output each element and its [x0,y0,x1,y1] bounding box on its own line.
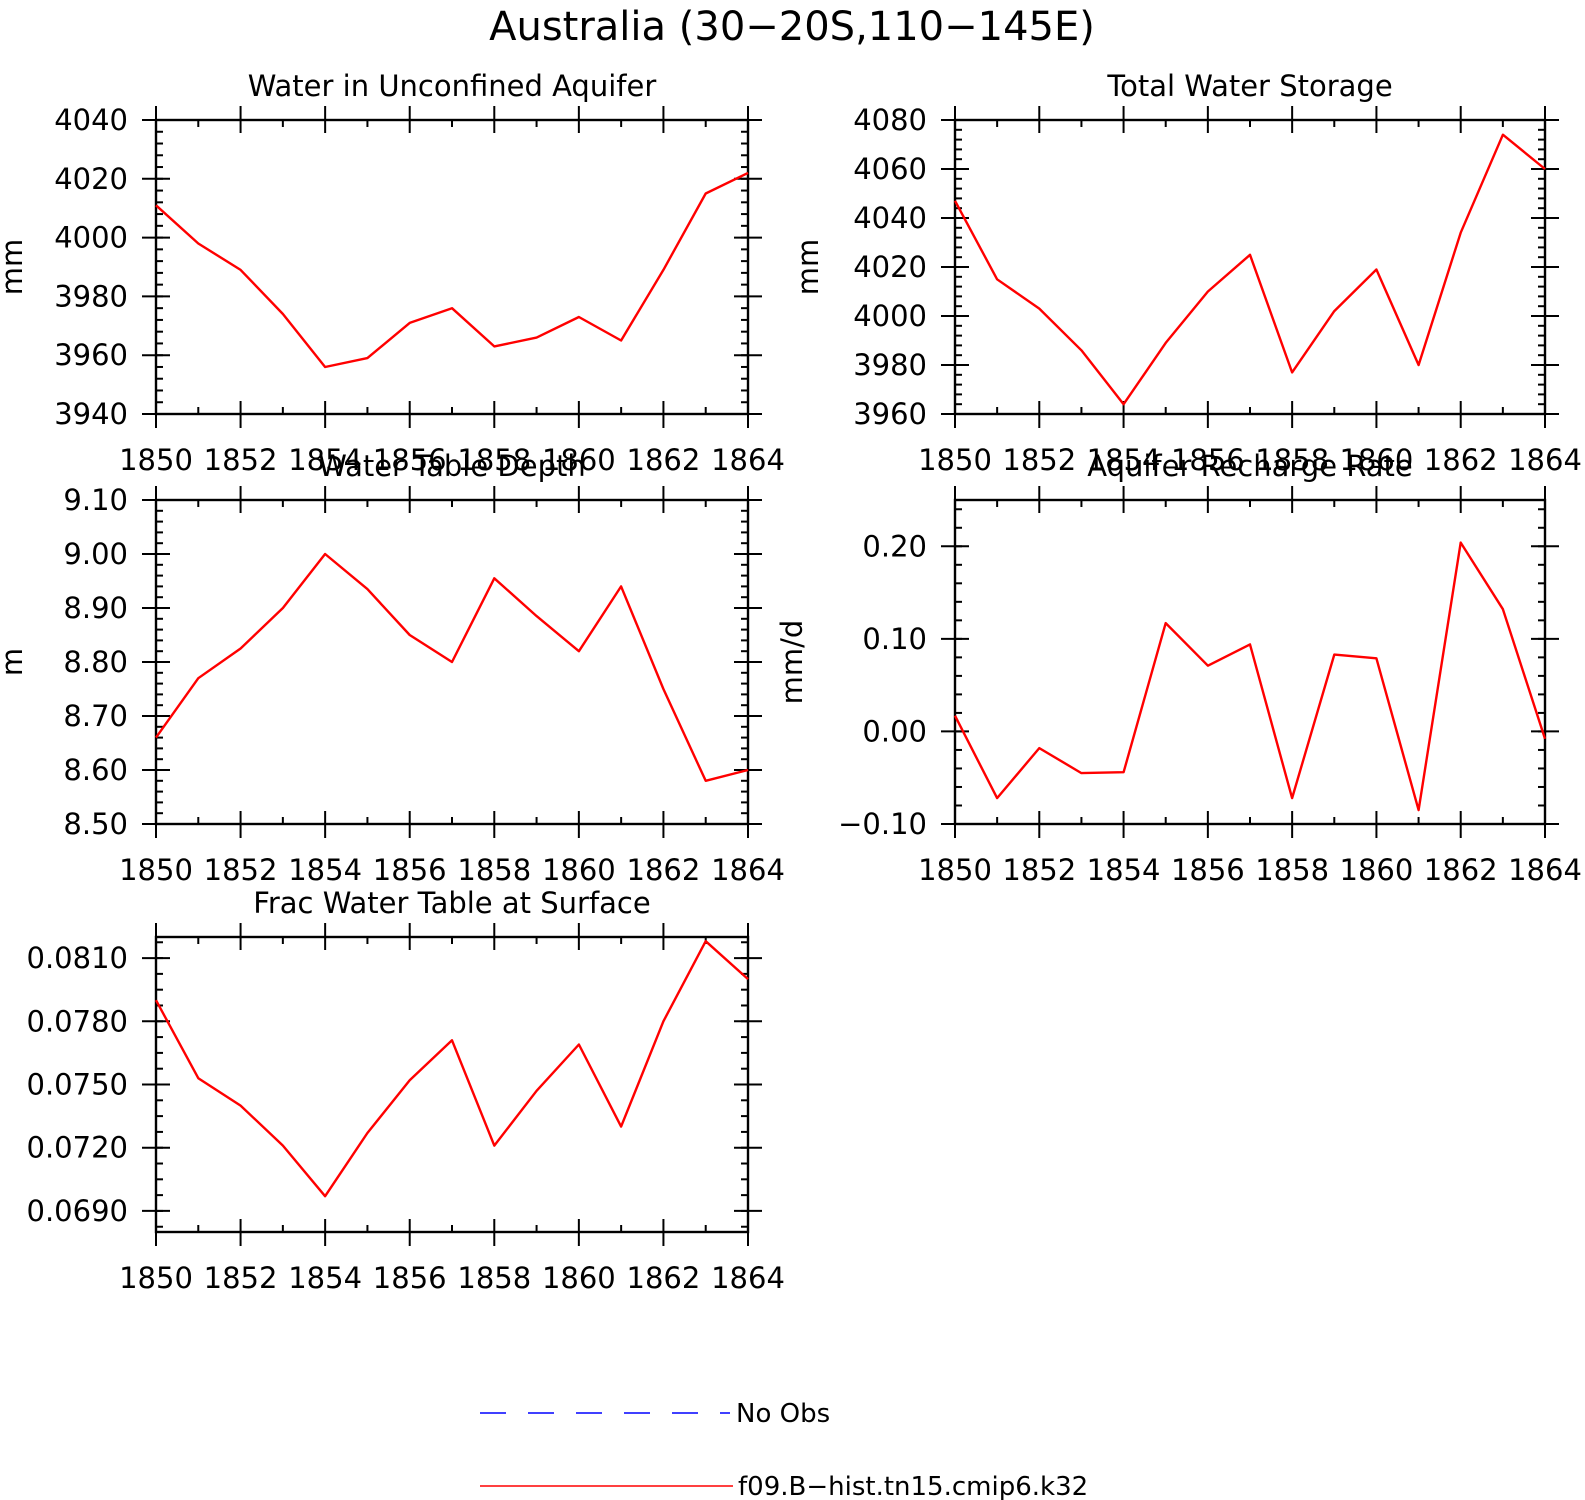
x-tick-label: 1850 [918,443,992,477]
x-tick-label: 1860 [542,853,616,887]
y-tick-label: 0.10 [862,622,927,656]
x-tick-label: 1864 [1508,853,1582,887]
y-axis-label: m [0,648,29,676]
y-tick-label: 8.60 [63,753,128,787]
y-tick-label: 8.50 [63,807,128,841]
x-tick-label: 1856 [373,1261,447,1295]
x-tick-label: 1860 [542,1261,616,1295]
x-tick-label: 1850 [119,443,193,477]
x-tick-label: 1862 [1424,443,1498,477]
x-tick-label: 1858 [457,1261,531,1295]
y-tick-label: 4060 [853,152,927,186]
chart-panel-1: Water in Unconfined Aquifer mm 1850 1852 185… [0,69,785,477]
chart-panel-5: Frac Water Table at Surface 1850 1852 1854 1… [27,886,785,1295]
chart-panel-3: Water Table Depth m 1850 1852 1854 1856 1858 18… [0,449,785,887]
y-tick-label: 8.70 [63,699,128,733]
x-tick-label: 1854 [288,443,362,477]
y-tick-label: 3960 [54,338,128,372]
x-tick-label: 1854 [288,1261,362,1295]
y-tick-label: 4000 [853,299,927,333]
y-tick-label: 0.0810 [27,941,128,975]
panel-title: Frac Water Table at Surface [253,886,650,920]
y-tick-label: 8.80 [63,645,128,679]
legend-label-model: f09.B−hist.tn15.cmip6.k32 [738,1472,1088,1500]
x-tick-label: 1852 [204,853,278,887]
x-tick-label: 1856 [1171,443,1245,477]
x-tick-label: 1858 [457,443,531,477]
x-tick-label: 1864 [711,443,785,477]
y-tick-label: 9.10 [63,483,128,517]
x-tick-label: 1854 [288,853,362,887]
y-tick-label: 3960 [853,397,927,431]
x-tick-label: 1856 [373,853,447,887]
x-tick-label: 1854 [1087,443,1161,477]
y-tick-label: 0.00 [862,714,927,748]
series-line-1 [154,940,749,1198]
x-tick-label: 1850 [918,853,992,887]
x-tick-label: 1856 [373,443,447,477]
y-tick-label: 0.0750 [27,1068,128,1102]
panel-title: Water in Unconfined Aquifer [248,69,657,103]
series-line-1 [155,171,749,369]
y-tick-label: 3940 [54,397,128,431]
x-tick-label: 1860 [1340,443,1414,477]
x-tick-label: 1852 [1002,853,1076,887]
plot-frame [953,118,1547,416]
x-tick-label: 1862 [627,1261,701,1295]
chart-panel-4: Aquifer Recharge Rate mm/d 1850 1852 1854 185… [775,449,1582,887]
x-tick-label: 1850 [119,1261,193,1295]
y-tick-label: 4000 [54,221,128,255]
y-tick-label: 0.0690 [27,1194,128,1228]
y-axis-label: mm [791,239,825,296]
x-tick-label: 1864 [1508,443,1582,477]
x-tick-label: 1862 [627,443,701,477]
x-tick-label: 1850 [119,853,193,887]
legend: No Obs f09.B−hist.tn15.cmip6.k32 [480,1399,1088,1500]
plot-frame [154,118,750,416]
panel-title: Total Water Storage [1106,69,1392,103]
x-tick-label: 1858 [457,853,531,887]
plot-frame [953,498,1547,826]
y-tick-label: 0.20 [862,529,927,563]
panel-title: Water Table Depth [318,449,586,483]
y-tick-label: 4040 [54,103,128,137]
figure-title: Australia (30−20S,110−145E) [489,4,1095,50]
y-axis-label: mm/d [775,620,809,705]
y-tick-label: −0.10 [838,807,927,841]
chart-panel-2: Total Water Storage mm 1850 1852 1854 1856 185… [791,69,1582,477]
y-tick-label: 8.90 [63,591,128,625]
y-tick-label: 0.0720 [27,1131,128,1165]
y-tick-label: 3980 [54,279,128,313]
chart-panels: Water in Unconfined Aquifer mm 1850 1852 185… [0,69,1582,1295]
x-tick-label: 1860 [542,443,616,477]
x-tick-label: 1856 [1171,853,1245,887]
series-line-1 [953,541,1547,812]
legend-label-no-obs: No Obs [736,1399,830,1429]
x-tick-label: 1854 [1087,853,1161,887]
x-tick-label: 1852 [204,1261,278,1295]
x-tick-label: 1864 [711,853,785,887]
x-tick-label: 1860 [1340,853,1414,887]
series-line-1 [155,552,749,782]
x-tick-label: 1858 [1255,853,1329,887]
x-tick-label: 1858 [1255,443,1329,477]
x-tick-label: 1864 [711,1261,785,1295]
x-tick-label: 1852 [1002,443,1076,477]
x-tick-label: 1862 [627,853,701,887]
y-tick-label: 4040 [853,201,927,235]
y-tick-label: 0.0780 [27,1004,128,1038]
x-tick-label: 1862 [1424,853,1498,887]
y-tick-label: 4020 [54,162,128,196]
panel-title: Aquifer Recharge Rate [1087,449,1413,483]
y-tick-label: 3980 [853,348,927,382]
y-tick-label: 4020 [853,250,927,284]
y-tick-label: 4080 [853,103,927,137]
y-axis-label: mm [0,239,29,296]
series-line-1 [953,133,1546,406]
y-tick-label: 9.00 [63,537,128,571]
plot-frame [154,935,750,1234]
x-tick-label: 1852 [204,443,278,477]
